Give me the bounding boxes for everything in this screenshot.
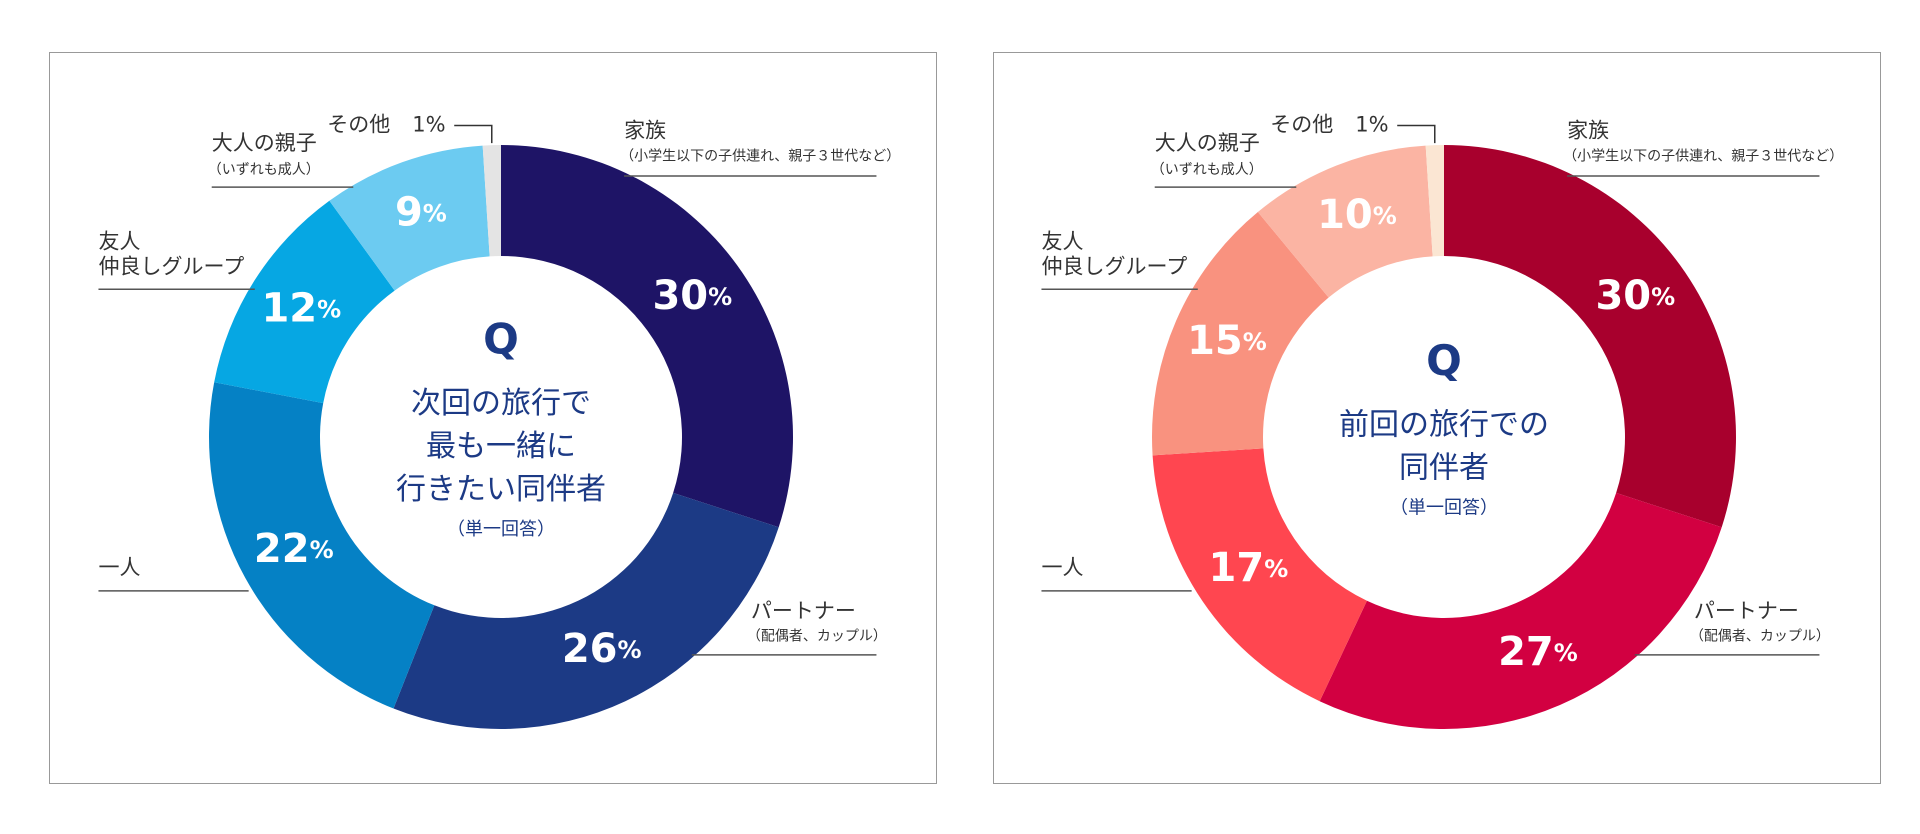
question-note: （単一回答）	[447, 519, 555, 540]
text-line: 友人	[98, 230, 140, 254]
value-unit: %	[310, 536, 334, 564]
value-unit: %	[1651, 283, 1675, 311]
value-label: 27%	[1498, 629, 1578, 675]
value-label: 30%	[1595, 273, 1675, 319]
category-note: （小学生以下の子供連れ、親子３世代など）	[620, 148, 900, 164]
donut-slice	[501, 145, 793, 528]
value-number: 9	[395, 189, 423, 235]
category-label: 家族	[1567, 119, 1609, 143]
donut-slice	[1319, 492, 1722, 729]
text-line: パートナー	[1694, 599, 1799, 623]
category-label: 大人の親子	[212, 131, 317, 155]
donut-slice	[393, 492, 779, 729]
donut-slice	[209, 382, 435, 709]
text-line: 仲良しグループ	[1041, 255, 1187, 279]
value-unit: %	[708, 283, 732, 311]
leader-line	[1397, 124, 1436, 144]
value-number: 17	[1209, 545, 1265, 591]
value-unit: %	[317, 295, 341, 323]
value-label: 30%	[652, 273, 732, 319]
text-line: 次回の旅行で	[411, 386, 591, 421]
category-note: （いずれも成人）	[1151, 162, 1263, 178]
category-label: その他	[1270, 113, 1333, 137]
donut-slice	[1152, 448, 1367, 702]
category-label: 一人	[1041, 556, 1083, 580]
category-label: 一人	[98, 556, 140, 580]
value-label: 1%	[1355, 113, 1388, 137]
value-number: 30	[1595, 273, 1651, 319]
value-label: 9%	[395, 189, 447, 235]
category-label: 大人の親子	[1155, 131, 1260, 155]
category-label: パートナー	[751, 599, 856, 623]
text-line: 行きたい同伴者	[396, 472, 606, 507]
value-label: 15%	[1187, 318, 1267, 364]
value-unit: %	[618, 636, 642, 664]
value-number: 22	[254, 526, 310, 572]
value-number: 15	[1187, 318, 1243, 364]
text-line: 一人	[98, 556, 140, 580]
leader-line	[454, 124, 493, 144]
value-label: 1%	[412, 113, 445, 137]
question-note: （単一回答）	[1390, 498, 1498, 519]
category-note: （配偶者、カップル）	[747, 628, 887, 644]
value-number: 26	[562, 626, 618, 672]
value-number: 10	[1317, 192, 1373, 238]
question: 次回の旅行で最も一緒に行きたい同伴者	[396, 386, 606, 507]
text-line: 同伴者	[1399, 450, 1489, 485]
value-unit: %	[1243, 328, 1267, 356]
text-line: 家族	[624, 119, 666, 143]
text-line: 大人の親子	[212, 131, 317, 155]
text-line: 最も一緒に	[426, 429, 576, 464]
category-note: （配偶者、カップル）	[1690, 628, 1830, 644]
text-line: 一人	[1041, 556, 1083, 580]
text-line: 仲良しグループ	[98, 255, 244, 279]
text-line: パートナー	[751, 599, 856, 623]
category-label: 家族	[624, 119, 666, 143]
category-label: パートナー	[1694, 599, 1799, 623]
donut-slice	[1444, 145, 1736, 528]
value-unit: %	[1554, 639, 1578, 667]
category-label: 友人仲良しグループ	[1041, 230, 1187, 279]
panel-frame	[993, 52, 1881, 784]
text-line: 友人	[1041, 230, 1083, 254]
value-number: 27	[1498, 629, 1554, 675]
value-unit: %	[1373, 202, 1397, 230]
donut-slice	[1257, 145, 1433, 298]
question: 前回の旅行での同伴者	[1339, 407, 1549, 485]
value-number: 30	[652, 273, 708, 319]
text-line: 家族	[1567, 119, 1609, 143]
category-note: （小学生以下の子供連れ、親子３世代など）	[1563, 148, 1843, 164]
value-label: 17%	[1209, 545, 1289, 591]
category-label: 友人仲良しグループ	[98, 230, 244, 279]
value-label: 12%	[261, 285, 341, 331]
text-line: 前回の旅行での	[1339, 407, 1549, 442]
text-line: 大人の親子	[1155, 131, 1260, 155]
value-label: 22%	[254, 526, 334, 572]
donut-slice	[329, 145, 490, 291]
center-mark: Q	[483, 315, 519, 364]
value-number: 12	[261, 285, 317, 331]
donut-slice	[1152, 212, 1329, 456]
value-label: 26%	[562, 626, 642, 672]
value-unit: %	[423, 199, 447, 227]
center-mark: Q	[1426, 336, 1462, 385]
value-label: 10%	[1317, 192, 1397, 238]
donut-slice	[482, 145, 501, 257]
category-label: その他	[327, 113, 390, 137]
donut-slice	[214, 200, 395, 404]
panel-frame	[49, 52, 937, 784]
category-note: （いずれも成人）	[208, 162, 320, 178]
donut-slice	[1425, 145, 1444, 257]
value-unit: %	[1264, 555, 1288, 583]
